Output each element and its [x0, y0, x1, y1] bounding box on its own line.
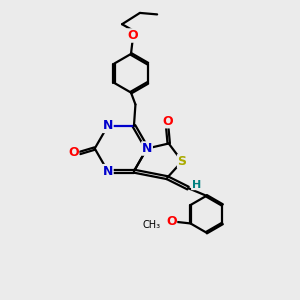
Text: O: O — [68, 146, 79, 160]
Text: CH₃: CH₃ — [143, 220, 161, 230]
Text: S: S — [178, 155, 187, 168]
Text: O: O — [127, 29, 138, 42]
Text: H: H — [192, 179, 201, 190]
Text: N: N — [103, 165, 113, 178]
Text: N: N — [142, 142, 152, 155]
Text: N: N — [103, 119, 113, 132]
Text: O: O — [166, 215, 176, 229]
Text: O: O — [162, 115, 172, 128]
